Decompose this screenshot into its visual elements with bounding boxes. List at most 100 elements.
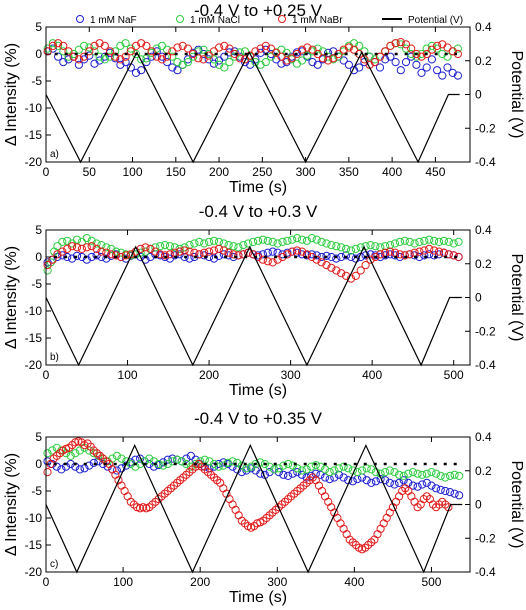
x-tick-label: 500 xyxy=(444,368,464,382)
data-point-naf xyxy=(422,478,431,487)
data-point-nacl xyxy=(131,49,141,59)
data-point-nabr xyxy=(234,251,243,260)
data-point-nacl xyxy=(177,457,186,466)
data-point-naf xyxy=(220,52,229,61)
data-point-naf xyxy=(68,254,77,263)
data-point-naf xyxy=(112,466,122,475)
data-point-nabr xyxy=(333,513,342,523)
data-point-naf xyxy=(401,58,411,67)
x-tick-label: 100 xyxy=(113,575,133,589)
data-point-naf xyxy=(325,475,334,484)
data-point-nacl xyxy=(404,469,413,478)
legend-marker-naf xyxy=(76,15,84,23)
data-point-nabr xyxy=(273,255,282,264)
data-point-nacl xyxy=(237,461,246,470)
data-point-nabr xyxy=(224,248,233,257)
data-point-nabr xyxy=(336,519,345,528)
data-point-nacl xyxy=(439,236,448,245)
chart-panel-a: -0.4 V to +0.25 V0 50 100 150 200 250 300 350 40… xyxy=(3,1,525,196)
x-tick-label: 250 xyxy=(252,165,272,179)
data-point-nacl xyxy=(159,461,168,470)
x-tick-label: 400 xyxy=(344,575,364,589)
legend-label-nacl: 1 mM NaCl xyxy=(190,15,240,26)
legend: 1 mM NaF 1 mM NaCl 1 mM NaBr Potential (… xyxy=(76,15,463,26)
data-point-nabr xyxy=(317,258,326,267)
x-axis-label: Time (s) xyxy=(229,382,287,399)
data-point-naf xyxy=(168,63,177,72)
y2-axis-label: Potential (V) xyxy=(508,50,525,138)
data-point-nabr xyxy=(324,497,333,506)
data-point-naf xyxy=(283,248,292,257)
data-point-nacl xyxy=(261,58,270,67)
data-point-naf xyxy=(371,477,380,486)
data-point-nabr xyxy=(249,250,258,259)
data-point-nacl xyxy=(75,446,85,455)
data-point-naf xyxy=(273,248,282,257)
data-point-nacl xyxy=(307,462,316,471)
data-point-nacl xyxy=(415,237,424,246)
data-point-nabr xyxy=(287,54,296,63)
data-point-naf xyxy=(362,476,371,485)
y-axis-label: Δ Intensity (%) xyxy=(3,246,20,349)
y-tick-label: -20 xyxy=(25,565,43,579)
data-point-nacl xyxy=(165,242,174,251)
series-nacl xyxy=(43,234,463,275)
data-point-naf xyxy=(54,52,63,61)
data-point-nabr xyxy=(444,250,453,259)
data-point-nabr xyxy=(199,55,208,64)
data-point-nabr xyxy=(53,250,62,259)
data-point-nabr xyxy=(146,244,155,253)
y-tick-label: -20 xyxy=(25,358,43,372)
data-point-nabr xyxy=(415,247,424,256)
data-point-nacl xyxy=(317,237,326,246)
data-point-nabr xyxy=(412,49,421,59)
data-point-naf xyxy=(432,484,441,493)
data-point-nacl xyxy=(430,236,439,245)
data-point-nacl xyxy=(324,52,333,61)
data-point-nacl xyxy=(168,457,177,466)
data-point-nacl xyxy=(121,39,130,48)
data-point-nabr xyxy=(321,492,330,501)
data-point-naf xyxy=(278,250,287,259)
data-point-nacl xyxy=(225,58,234,67)
data-point-nacl xyxy=(349,39,359,48)
y-tick-label: 5 xyxy=(35,430,42,444)
data-point-nabr xyxy=(209,47,218,56)
data-point-nacl xyxy=(82,234,91,243)
data-point-naf xyxy=(313,60,322,69)
data-point-naf xyxy=(219,458,228,467)
data-point-nacl xyxy=(425,235,434,244)
data-point-nacl xyxy=(258,235,267,244)
chart-title: -0.4 V to +0.3 V xyxy=(199,202,318,221)
data-point-nacl xyxy=(64,52,73,61)
data-point-naf xyxy=(433,66,442,75)
legend-label-nabr: 1 mM NaBr xyxy=(292,15,343,26)
panel-label: b) xyxy=(50,352,59,363)
data-point-nacl xyxy=(249,237,258,246)
data-point-nabr xyxy=(168,47,177,56)
data-point-nabr xyxy=(282,56,291,65)
data-point-naf xyxy=(453,71,462,80)
data-point-nacl xyxy=(365,52,374,61)
data-point-nabr xyxy=(97,247,106,256)
data-point-nacl xyxy=(432,469,441,478)
data-point-nacl xyxy=(325,468,334,477)
data-point-nabr xyxy=(219,246,228,255)
data-point-naf xyxy=(367,478,376,487)
data-point-nabr xyxy=(157,55,167,64)
legend-label-potential: Potential (V) xyxy=(408,15,463,26)
data-point-nacl xyxy=(422,44,431,53)
x-tick-label: 200 xyxy=(199,368,219,382)
data-point-naf xyxy=(422,63,431,72)
data-point-nacl xyxy=(116,248,126,257)
data-point-nabr xyxy=(64,47,73,56)
x-tick-label: 150 xyxy=(166,165,186,179)
data-point-nabr xyxy=(268,258,277,267)
data-point-naf xyxy=(322,251,331,260)
data-point-nabr xyxy=(298,45,307,54)
x-tick-label: 300 xyxy=(267,575,287,589)
data-point-nabr xyxy=(43,468,52,477)
data-point-naf xyxy=(95,56,104,65)
data-point-naf xyxy=(230,47,239,56)
data-point-nabr xyxy=(117,481,126,490)
